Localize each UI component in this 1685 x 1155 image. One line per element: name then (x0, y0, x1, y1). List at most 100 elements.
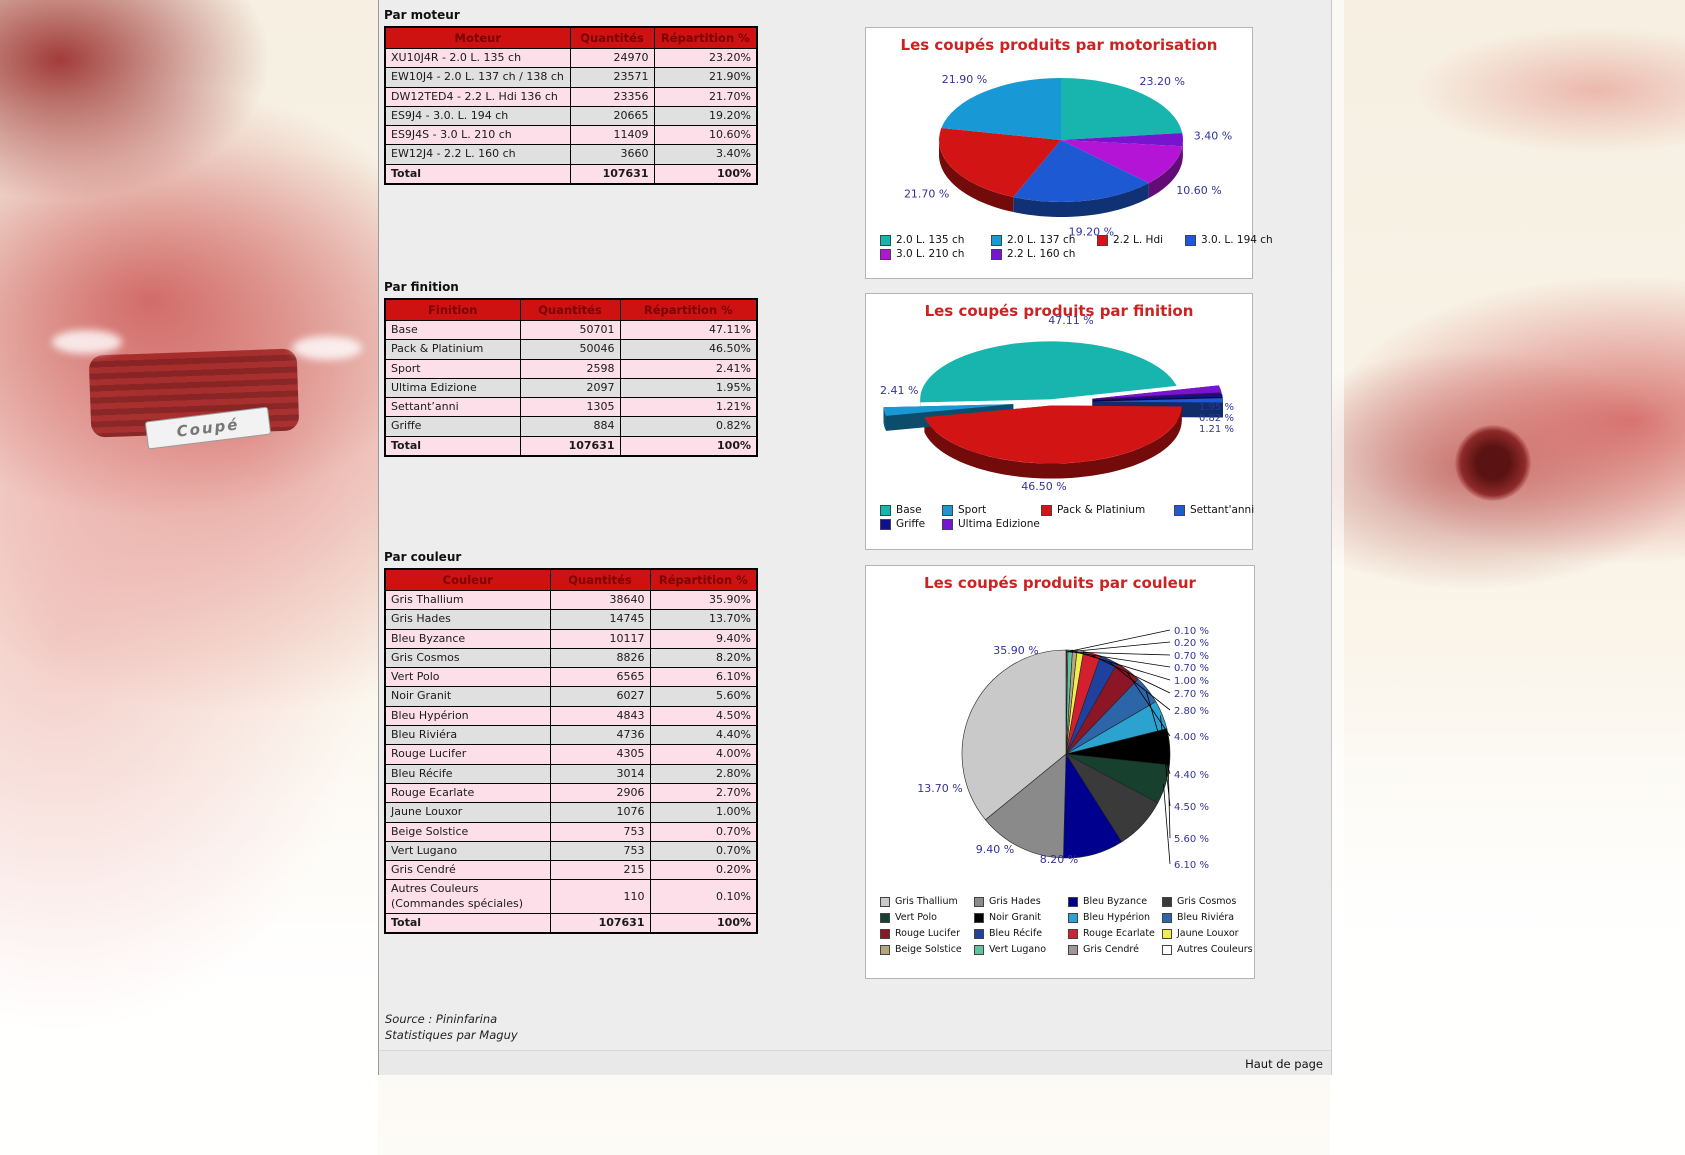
row-label: Bleu Récife (384, 763, 551, 784)
col-header-repartition: Répartition % (619, 298, 758, 321)
legend-label: 3.0 L. 210 ch (896, 248, 965, 260)
row-label: Vert Polo (384, 667, 551, 688)
row-label: EW12J4 - 2.2 L. 160 ch (384, 144, 571, 165)
section-heading-finition: Par finition (384, 280, 459, 294)
row-qty: 3660 (569, 144, 655, 165)
legend-label: Vert Lugano (989, 944, 1047, 955)
row-pct: 6.10% (649, 667, 758, 688)
legend-label: Bleu Riviéra (1177, 912, 1235, 923)
row-pct: 19.20% (653, 105, 758, 127)
row-qty: 23571 (569, 67, 655, 88)
row-label: Gris Cosmos (384, 647, 551, 669)
haut-de-page-link[interactable]: Haut de page (1245, 1057, 1323, 1071)
legend-item: Vert Lugano (974, 944, 1068, 955)
section-heading-moteur: Par moteur (384, 8, 460, 22)
col-header-repartition: Répartition % (653, 26, 758, 49)
motorisation-legend: 2.0 L. 135 ch 2.0 L. 137 ch 2.2 L. Hdi 3.0.… (880, 234, 1273, 260)
total-pct: 100% (619, 435, 758, 457)
legend-label: Vert Polo (895, 912, 937, 923)
pie-percent-label: 10.60 % (1176, 184, 1221, 197)
row-pct: 21.70% (653, 86, 758, 107)
row-label: Gris Cendré (384, 860, 551, 881)
legend-swatch (880, 928, 890, 939)
finition-legend: Base Sport Pack & Platinium Settant'anni Gri… (880, 504, 1254, 530)
row-qty: 4305 (549, 744, 651, 765)
row-qty: 24970 (569, 47, 655, 69)
table-row: Gris Cendré 215 0.20% (384, 860, 758, 881)
table-total-row: Total 107631 100% (384, 163, 758, 185)
legend-label: Beige Solstice (895, 944, 962, 955)
row-qty: 10117 (549, 628, 651, 649)
total-label: Total (384, 163, 571, 185)
background-photo-left: Coupé (0, 0, 378, 1155)
legend-swatch (942, 518, 953, 530)
car-wheel (1455, 425, 1531, 501)
legend-swatch (991, 248, 1002, 260)
col-header-quantites: Quantités (569, 26, 655, 49)
frame-bottom-bar: Haut de page (379, 1050, 1331, 1075)
legend-swatch (1068, 928, 1078, 939)
legend-label: Gris Cosmos (1177, 896, 1237, 907)
legend-swatch (1068, 944, 1078, 955)
legend-label: Bleu Hypérion (1083, 912, 1151, 923)
table-row: Noir Granit 6027 5.60% (384, 686, 758, 707)
pie-percent-label: 46.50 % (1021, 480, 1066, 493)
table-row: Vert Polo 6565 6.10% (384, 667, 758, 688)
legend-item: Rouge Lucifer (880, 928, 974, 939)
row-label: Autres Couleurs (Commandes spéciales) (384, 879, 551, 915)
total-label: Total (384, 435, 521, 457)
pie-percent-label: 35.90 % (993, 644, 1038, 657)
row-pct: 46.50% (619, 339, 758, 360)
row-qty: 8826 (549, 647, 651, 669)
frame-gutter (1331, 0, 1344, 1075)
legend-swatch (880, 912, 890, 923)
row-qty: 1305 (519, 397, 621, 418)
legend-swatch (880, 944, 890, 955)
row-label: ES9J4S - 3.0 L. 210 ch (384, 125, 571, 146)
table-row: EW10J4 - 2.0 L. 137 ch / 138 ch 23571 21.9… (384, 67, 758, 88)
pie-percent-label: 47.11 % (1048, 314, 1093, 327)
pie-percent-label: 2.70 % (1174, 689, 1209, 700)
legend-swatch (942, 504, 953, 516)
table-row: Rouge Ecarlate 2906 2.70% (384, 782, 758, 804)
pie-percent-label: 21.70 % (904, 188, 949, 201)
row-label: Gris Hades (384, 609, 551, 630)
legend-item: Bleu Byzance (1068, 896, 1162, 907)
finition-table: Finition Quantités Répartition % Base 507… (384, 298, 758, 458)
table-row: DW12TED4 - 2.2 L. Hdi 136 ch 23356 21.70% (384, 86, 758, 107)
table-row: XU10J4R - 2.0 L. 135 ch 24970 23.20% (384, 47, 758, 69)
pie-percent-label: 8.20 % (1040, 853, 1078, 866)
legend-item: Gris Hades (974, 896, 1068, 907)
table-row: Bleu Byzance 10117 9.40% (384, 628, 758, 649)
chart-finition-title: Les coupés produits par finition (924, 302, 1194, 320)
table-row: Base 50701 47.11% (384, 319, 758, 341)
legend-item: Griffe (880, 518, 942, 530)
pie-percent-label: 4.40 % (1174, 770, 1209, 781)
legend-swatch (1185, 234, 1196, 246)
table-total-row: Total 107631 100% (384, 913, 758, 934)
row-label: Noir Granit (384, 686, 551, 707)
legend-item: Bleu Récife (974, 928, 1068, 939)
legend-swatch (974, 928, 984, 939)
moteur-table: Moteur Quantités Répartition % XU10J4R -… (384, 26, 758, 186)
couleur-legend: Gris Thallium Gris Hades Bleu Byzance Gris … (880, 896, 1253, 955)
pie-percent-label: 4.50 % (1174, 802, 1209, 813)
legend-label: Autres Couleurs (1177, 944, 1253, 955)
row-pct: 4.50% (649, 705, 758, 727)
row-pct: 35.90% (649, 589, 758, 611)
row-qty: 38640 (549, 589, 651, 611)
chart-couleur-title: Les coupés produits par couleur (924, 574, 1196, 592)
row-label: Pack & Platinium (384, 339, 521, 360)
pie-percent-label: 0.20 % (1174, 638, 1209, 649)
row-pct: 2.41% (619, 358, 758, 379)
table-row: Jaune Louxor 1076 1.00% (384, 802, 758, 823)
pie-percent-label: 9.40 % (976, 843, 1014, 856)
legend-swatch (1068, 896, 1078, 907)
car-headlight-left (52, 330, 122, 354)
row-qty: 50701 (519, 319, 621, 341)
legend-swatch (880, 518, 891, 530)
row-qty: 215 (549, 860, 651, 881)
table-row: Griffe 884 0.82% (384, 416, 758, 437)
table-row: Bleu Hypérion 4843 4.50% (384, 705, 758, 727)
motorisation-pie-chart: 23.20 %3.40 %10.60 %19.20 %21.70 %21.90 … (904, 73, 1232, 239)
